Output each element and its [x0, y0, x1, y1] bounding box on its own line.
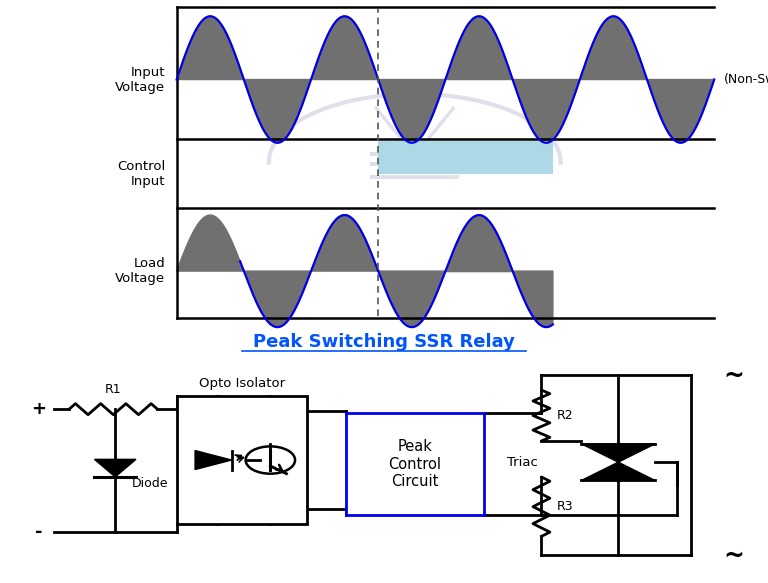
Bar: [379, 141, 553, 174]
Text: R2: R2: [557, 409, 574, 422]
Text: Control
Input: Control Input: [117, 160, 165, 188]
Text: +: +: [31, 400, 46, 418]
Text: (Non-Switched): (Non-Switched): [723, 73, 768, 86]
Text: -: -: [35, 523, 42, 541]
Text: Triac: Triac: [507, 456, 538, 469]
Text: Load
Voltage: Load Voltage: [115, 257, 165, 285]
Text: Input
Voltage: Input Voltage: [115, 65, 165, 93]
Text: ~: ~: [723, 543, 744, 567]
Text: R3: R3: [557, 500, 574, 513]
Text: R1: R1: [105, 382, 121, 396]
Text: Diode: Diode: [132, 477, 169, 490]
Polygon shape: [94, 459, 136, 477]
Polygon shape: [195, 451, 232, 469]
Text: Peak
Control
Circuit: Peak Control Circuit: [388, 440, 442, 489]
Polygon shape: [581, 444, 655, 462]
Text: ~: ~: [723, 363, 744, 387]
Polygon shape: [581, 462, 655, 480]
Bar: [346, 413, 484, 515]
Text: Opto Isolator: Opto Isolator: [199, 377, 285, 390]
Bar: [177, 396, 307, 524]
Text: Peak Switching SSR Relay: Peak Switching SSR Relay: [253, 332, 515, 350]
